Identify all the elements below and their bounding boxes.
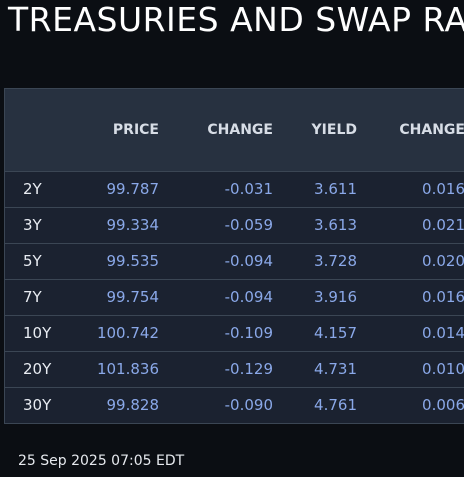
yield-change-cell: 0.016 <box>422 180 464 198</box>
price-change-cell: -0.094 <box>224 288 273 306</box>
tenor-cell: 5Y <box>23 252 42 270</box>
price-change-cell: -0.059 <box>224 216 273 234</box>
table-row: 5Y 99.535 -0.094 3.728 0.020 <box>5 243 464 279</box>
yield-change-cell: 0.020 <box>422 252 464 270</box>
yield-cell: 3.916 <box>314 288 357 306</box>
price-change-cell: -0.109 <box>224 324 273 342</box>
price-cell: 101.836 <box>96 360 159 378</box>
yield-cell: 4.761 <box>314 396 357 415</box>
yield-cell: 4.731 <box>314 360 357 378</box>
table-row: 7Y 99.754 -0.094 3.916 0.016 <box>5 279 464 315</box>
tenor-cell: 30Y <box>23 396 52 415</box>
yield-change-cell: 0.006 <box>422 396 464 415</box>
column-header-tenor <box>5 89 77 171</box>
price-cell: 99.828 <box>106 396 160 415</box>
price-cell: 99.754 <box>106 288 160 306</box>
table-row: 10Y 100.742 -0.109 4.157 0.014 <box>5 315 464 351</box>
price-cell: 100.742 <box>96 324 159 342</box>
table-row: 30Y 99.828 -0.090 4.761 0.006 <box>5 387 464 423</box>
yield-change-cell: 0.014 <box>422 324 464 342</box>
rates-table-container: PRICE CHANGE YIELD CHANGE 2Y 99.787 -0.0… <box>4 88 464 424</box>
table-row: 3Y 99.334 -0.059 3.613 0.021 <box>5 207 464 243</box>
timestamp: 25 Sep 2025 07:05 EDT <box>18 453 185 469</box>
tenor-cell: 2Y <box>23 180 42 198</box>
tenor-cell: 3Y <box>23 216 42 234</box>
price-cell: 99.334 <box>106 216 160 234</box>
rates-table: PRICE CHANGE YIELD CHANGE 2Y 99.787 -0.0… <box>5 89 464 423</box>
page-title: TREASURIES AND SWAP RA <box>8 0 464 39</box>
tenor-cell: 10Y <box>23 324 52 342</box>
column-header-price: PRICE <box>112 121 159 138</box>
price-change-cell: -0.129 <box>224 360 273 378</box>
yield-change-cell: 0.016 <box>422 288 464 306</box>
yield-cell: 3.611 <box>314 180 357 198</box>
column-header-yield-change: CHANGE <box>399 121 464 138</box>
yield-cell: 3.728 <box>314 252 357 270</box>
price-change-cell: -0.094 <box>224 252 273 270</box>
yield-change-cell: 0.010 <box>422 360 464 378</box>
tenor-cell: 20Y <box>23 360 52 378</box>
column-header-price-change: CHANGE <box>207 121 273 138</box>
price-cell: 99.535 <box>106 252 160 270</box>
price-change-cell: -0.031 <box>224 180 273 198</box>
yield-cell: 4.157 <box>314 324 357 342</box>
column-header-yield: YIELD <box>311 121 357 138</box>
yield-cell: 3.613 <box>314 216 357 234</box>
table-row: 20Y 101.836 -0.129 4.731 0.010 <box>5 351 464 387</box>
table-header-row: PRICE CHANGE YIELD CHANGE <box>5 89 464 171</box>
tenor-cell: 7Y <box>23 288 42 306</box>
price-cell: 99.787 <box>106 180 160 198</box>
yield-change-cell: 0.021 <box>422 216 464 234</box>
table-row: 2Y 99.787 -0.031 3.611 0.016 <box>5 171 464 207</box>
price-change-cell: -0.090 <box>224 396 273 415</box>
